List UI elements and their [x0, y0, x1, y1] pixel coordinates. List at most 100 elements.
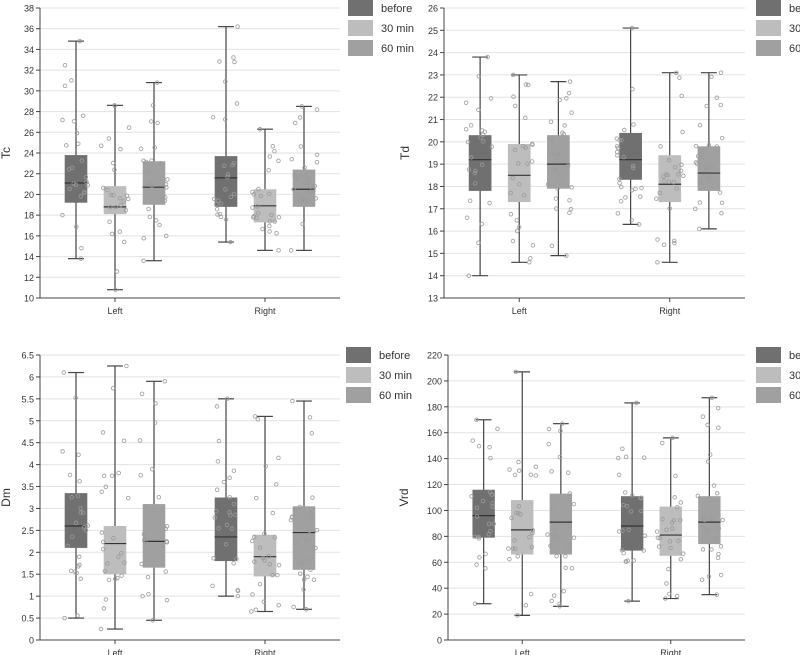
- data-point: [80, 113, 86, 119]
- data-point: [710, 163, 715, 168]
- data-point: [78, 194, 83, 199]
- data-point: [77, 562, 82, 568]
- data-point: [139, 391, 145, 397]
- data-point: [525, 82, 531, 88]
- data-point: [228, 194, 234, 200]
- data-point: [718, 544, 724, 549]
- data-point: [623, 195, 628, 200]
- box-before: [619, 132, 642, 180]
- data-point: [141, 158, 146, 163]
- data-point: [299, 196, 305, 201]
- data-point: [147, 214, 153, 220]
- data-point: [705, 459, 711, 464]
- data-point: [567, 210, 572, 216]
- data-point: [616, 472, 622, 478]
- data-point: [118, 146, 123, 152]
- x-tick-label: Right: [660, 648, 682, 655]
- data-point: [695, 153, 701, 159]
- data-point: [702, 517, 707, 523]
- data-point: [549, 243, 555, 249]
- data-point: [101, 606, 107, 611]
- data-point: [108, 192, 114, 198]
- data-point: [70, 534, 75, 539]
- data-point: [488, 528, 493, 534]
- data-point: [276, 158, 281, 164]
- data-point: [223, 542, 229, 547]
- data-point: [275, 572, 280, 578]
- data-point: [515, 554, 521, 559]
- data-point: [157, 161, 163, 166]
- data-point: [224, 522, 230, 528]
- data-point: [516, 468, 522, 473]
- data-point: [222, 117, 228, 122]
- y-tick-label: 40: [432, 584, 442, 594]
- data-point: [629, 493, 635, 498]
- data-point: [476, 74, 482, 79]
- data-point: [495, 426, 500, 432]
- data-point: [164, 597, 170, 603]
- data-point: [231, 191, 237, 197]
- chart-panel-dm: 0 0.5 1 1.5 2 2.5 3 3.5 4 4.5 5 5.5 6 6.5 Dm Left Right b…: [0, 347, 412, 655]
- data-point: [106, 577, 112, 583]
- data-point: [661, 242, 667, 247]
- data-point: [99, 489, 104, 495]
- data-point: [714, 536, 719, 541]
- y-tick-label: 25: [428, 26, 438, 36]
- data-point: [62, 615, 67, 621]
- data-point: [292, 507, 298, 513]
- x-tick-label: Left: [107, 648, 123, 655]
- data-point: [549, 598, 554, 604]
- data-point: [620, 446, 625, 452]
- y-tick-label: 13: [428, 294, 438, 304]
- data-point: [310, 495, 315, 500]
- data-point: [126, 196, 131, 202]
- data-point: [718, 572, 724, 578]
- data-point: [138, 146, 144, 151]
- data-point: [270, 143, 276, 149]
- data-point: [234, 101, 240, 106]
- data-point: [111, 192, 116, 198]
- data-point: [110, 386, 116, 391]
- data-point: [561, 588, 566, 594]
- y-tick-label: 6: [29, 372, 34, 382]
- y-tick-label: 24: [428, 48, 438, 58]
- y-tick-label: 20: [428, 137, 438, 147]
- data-point: [641, 548, 646, 553]
- data-point: [267, 219, 273, 224]
- data-point: [677, 75, 682, 80]
- data-point: [560, 130, 565, 136]
- data-point: [668, 545, 673, 551]
- data-point: [251, 534, 257, 540]
- data-point: [512, 472, 518, 478]
- data-point: [719, 200, 725, 206]
- data-point: [234, 556, 239, 562]
- data-point: [276, 248, 281, 253]
- data-point: [126, 125, 132, 130]
- box-before: [472, 489, 495, 538]
- data-point: [681, 173, 686, 179]
- data-point: [163, 233, 169, 239]
- legend-label: before: [789, 350, 800, 362]
- data-point: [82, 190, 87, 195]
- data-point: [516, 224, 522, 230]
- data-point: [288, 517, 294, 523]
- data-point: [314, 160, 320, 165]
- data-point: [516, 459, 521, 465]
- y-tick-label: 160: [427, 428, 442, 438]
- data-point: [309, 431, 315, 436]
- data-point: [303, 607, 309, 612]
- data-point: [76, 452, 81, 458]
- data-point: [100, 430, 106, 435]
- data-point: [107, 219, 112, 224]
- data-point: [673, 473, 678, 479]
- data-point: [703, 168, 708, 173]
- data-point: [507, 556, 512, 562]
- data-point: [292, 173, 297, 179]
- data-point: [255, 210, 261, 216]
- box-60-min: [292, 169, 316, 207]
- data-point: [615, 145, 621, 151]
- data-point: [267, 154, 273, 159]
- data-point: [697, 226, 702, 232]
- data-point: [569, 110, 574, 115]
- data-point: [678, 557, 684, 562]
